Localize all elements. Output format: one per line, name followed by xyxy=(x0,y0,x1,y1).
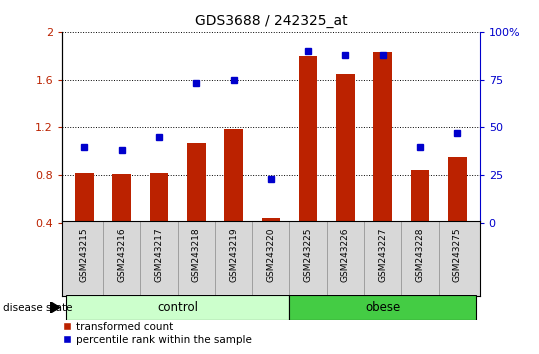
Text: GSM243227: GSM243227 xyxy=(378,227,387,282)
Bar xyxy=(261,218,280,223)
Text: obese: obese xyxy=(365,301,400,314)
Bar xyxy=(336,74,355,223)
Title: GDS3688 / 242325_at: GDS3688 / 242325_at xyxy=(195,14,347,28)
Bar xyxy=(411,171,430,223)
Text: GSM243218: GSM243218 xyxy=(192,227,201,282)
Bar xyxy=(224,129,243,223)
Bar xyxy=(75,173,94,223)
Text: control: control xyxy=(157,301,198,314)
Bar xyxy=(150,173,168,223)
Text: GSM243216: GSM243216 xyxy=(117,227,126,282)
Polygon shape xyxy=(50,302,60,313)
Bar xyxy=(66,295,289,320)
Text: GSM243217: GSM243217 xyxy=(155,227,163,282)
Bar xyxy=(374,52,392,223)
Text: GSM243220: GSM243220 xyxy=(266,227,275,282)
Text: GSM243275: GSM243275 xyxy=(453,227,462,282)
Bar xyxy=(187,143,205,223)
Text: GSM243219: GSM243219 xyxy=(229,227,238,282)
Text: GSM243215: GSM243215 xyxy=(80,227,89,282)
Text: GSM243228: GSM243228 xyxy=(416,227,425,282)
Legend: transformed count, percentile rank within the sample: transformed count, percentile rank withi… xyxy=(59,317,256,349)
Bar xyxy=(289,295,476,320)
Text: GSM243226: GSM243226 xyxy=(341,227,350,282)
Text: disease state: disease state xyxy=(3,303,72,313)
Bar xyxy=(299,56,317,223)
Bar xyxy=(112,174,131,223)
Bar xyxy=(448,157,467,223)
Text: GSM243225: GSM243225 xyxy=(303,227,313,282)
